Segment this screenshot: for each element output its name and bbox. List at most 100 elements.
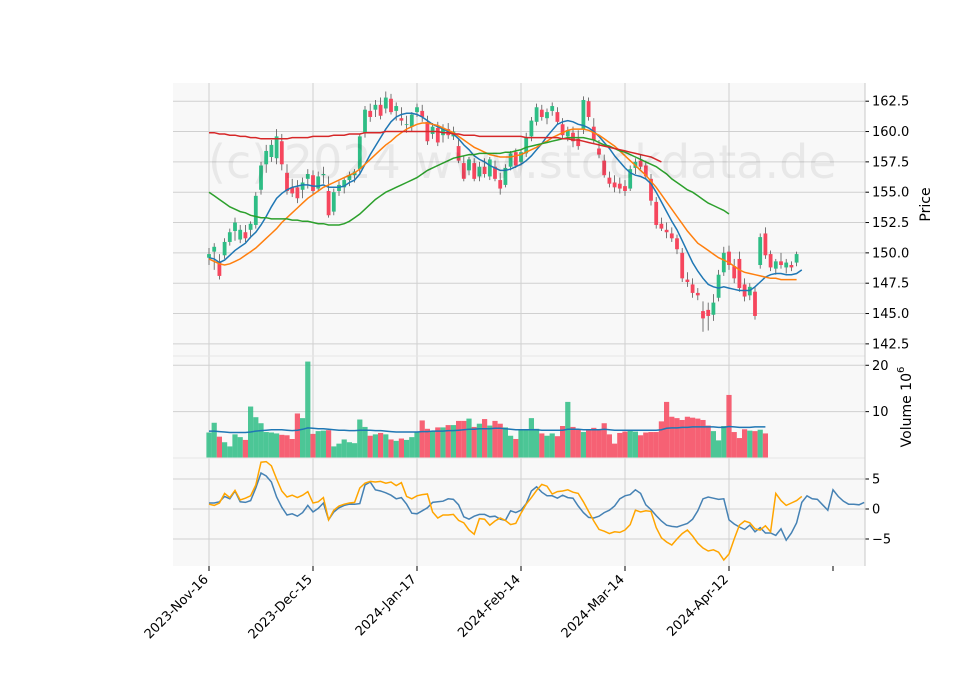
candle-body [269, 144, 274, 158]
candle-body [342, 180, 347, 188]
volume-bar [658, 421, 664, 458]
candle-body [441, 127, 445, 136]
candle-body [753, 291, 757, 316]
volume-bar [742, 429, 748, 458]
price-moving-average-line [208, 112, 803, 292]
candle-body [311, 175, 315, 191]
volume-bar [227, 446, 233, 458]
price-panel: 142.5 145.0 147.5 150.0 152.5 155.0 157.5 160.0… [173, 83, 909, 356]
candle-body [680, 252, 685, 279]
candle-body [227, 232, 232, 242]
volume-bar [664, 401, 670, 458]
candle-body [383, 97, 388, 109]
volume-bar [378, 432, 384, 458]
candle-body [409, 114, 414, 127]
volume-bar [362, 426, 368, 458]
volume-bar [539, 433, 545, 458]
candle-body [233, 222, 237, 232]
candle-body [399, 118, 404, 121]
candle-body [685, 279, 690, 282]
candle-body [498, 180, 503, 189]
candle-body [612, 182, 617, 188]
candle-body [295, 187, 300, 199]
volume-bar [487, 425, 493, 458]
volume-bar [372, 434, 378, 458]
volume-bar [528, 418, 534, 458]
volume-bar [549, 433, 555, 458]
volume-bar [684, 416, 690, 458]
candle-body [363, 109, 367, 133]
volume-bar [310, 433, 316, 458]
volume-bar [721, 426, 727, 458]
volume-bar [700, 419, 706, 458]
volume-bar [206, 432, 212, 458]
volume-bar [476, 423, 482, 458]
candle-body [779, 261, 783, 265]
candle-body [378, 104, 383, 116]
volume-bar [461, 420, 467, 458]
price-axis-tick-label: 147.5 [872, 277, 909, 292]
price-axis-tick-label: 142.5 [872, 337, 909, 352]
candle-body [456, 146, 461, 161]
volume-bar [627, 430, 633, 458]
candle-body [238, 229, 243, 240]
candle-body [732, 266, 737, 279]
candle-body [539, 109, 544, 117]
volume-bar [482, 419, 488, 458]
volume-bar [289, 438, 295, 458]
indicator-panel: 5 0 −5 [173, 458, 891, 566]
candle-body [207, 254, 211, 258]
candle-body [472, 163, 477, 179]
candle-body [576, 138, 581, 147]
volume-axis-label-exponent: 6 [896, 367, 907, 373]
volume-bar [326, 430, 332, 458]
candle-body [279, 141, 284, 165]
candle-body [477, 166, 482, 177]
indicator-line [208, 460, 803, 562]
candle-body [690, 284, 695, 293]
volume-bar [544, 435, 550, 458]
candle-body [758, 237, 763, 265]
volume-axis-tick-label: 20 [872, 359, 889, 374]
candle-body [321, 174, 326, 176]
volume-bar [274, 433, 280, 458]
volume-bar [237, 437, 243, 458]
volume-bar [497, 423, 503, 458]
candle-body [675, 238, 679, 250]
candle-body [649, 178, 653, 201]
candle-body [550, 106, 555, 111]
volume-bar [222, 442, 228, 458]
candle-body [316, 176, 321, 189]
candle-body [706, 309, 711, 316]
volume-bar [705, 425, 711, 458]
volume-bar [424, 428, 430, 458]
volume-bar [341, 439, 347, 458]
volume-bar [752, 431, 758, 458]
candle-body [420, 110, 425, 117]
watermark-text: (c) 2024 www.stockdata.de [208, 135, 837, 189]
candle-body [784, 262, 789, 268]
candle-body [659, 223, 664, 229]
candle-body [373, 104, 378, 110]
volume-bar [695, 418, 701, 458]
indicator-line [209, 471, 865, 542]
x-tick-label: 2024-Apr-12 [664, 572, 731, 639]
volume-bar [638, 435, 644, 458]
volume-bar [736, 438, 742, 458]
candle-body [628, 169, 633, 189]
candle-body [695, 292, 700, 296]
candle-body [461, 163, 466, 179]
volume-bar [315, 431, 321, 458]
volume-bar [747, 430, 753, 458]
volume-bar [211, 422, 217, 458]
volume-bar [674, 418, 680, 458]
candle-body [701, 311, 705, 319]
candle-body [482, 166, 487, 174]
price-axis-tick-label: 160.0 [872, 125, 909, 140]
volume-bar [679, 419, 685, 458]
volume-bar [294, 413, 300, 458]
volume-bar [450, 425, 456, 458]
volume-bar [716, 440, 722, 458]
volume-bar [216, 436, 222, 458]
volume-bar [534, 428, 540, 458]
